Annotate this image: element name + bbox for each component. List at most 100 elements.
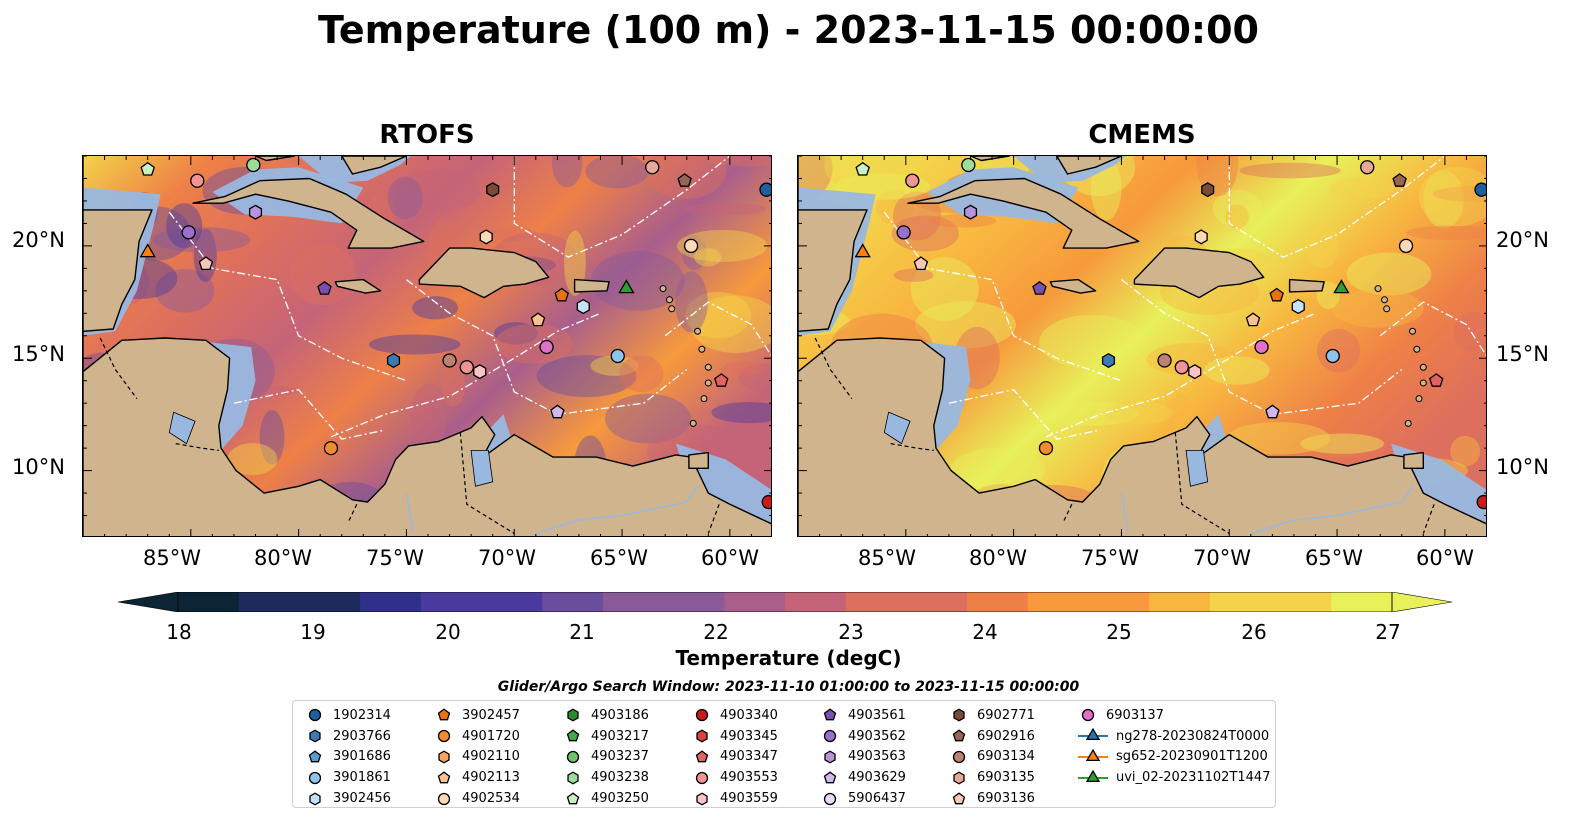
legend-item: 4903553	[692, 767, 778, 788]
legend-label: 4903629	[848, 770, 906, 786]
hexagon-marker-icon	[953, 708, 965, 722]
legend-label: 2903766	[333, 728, 391, 744]
legend-label: 3902456	[333, 791, 391, 807]
argo-float-marker	[486, 182, 500, 198]
legend-item: 4903238	[563, 767, 649, 788]
land-cuba	[192, 177, 425, 249]
legend-item: 4903561	[820, 705, 906, 726]
legend-label: 4901720	[462, 728, 520, 744]
legend-column: 6902771 6902916 6903134 6903135 6903136	[949, 705, 1035, 809]
circle-marker-icon	[952, 750, 966, 764]
legend: 1902314 2903766 3901686 3901861 3902456 39024…	[292, 700, 1276, 808]
colorbar-segment	[178, 592, 240, 612]
legend-item: 4903217	[563, 726, 649, 747]
pentagon-marker-icon	[308, 750, 322, 763]
argo-float-marker	[1245, 312, 1261, 327]
pentagon-marker-icon	[823, 771, 837, 784]
colorbar-tick: 24	[972, 620, 998, 644]
island	[659, 285, 667, 293]
colorbar-segment	[906, 592, 968, 612]
colorbar-tick: 26	[1241, 620, 1267, 644]
argo-float-marker	[645, 160, 660, 175]
hexagon-marker-icon	[696, 792, 708, 806]
eez-boundary	[664, 301, 771, 357]
legend-label: uvi_02-20231102T1447	[1116, 770, 1271, 786]
land-jamaica	[334, 278, 382, 294]
country-border	[347, 504, 358, 523]
legend-item: sg652-20230901T1200	[1078, 747, 1270, 768]
colorbar-tick: 22	[703, 620, 729, 644]
argo-float-marker	[1265, 404, 1280, 419]
argo-float-marker	[610, 348, 625, 364]
colorbar-tick: 23	[838, 620, 864, 644]
legend-item: 4903340	[692, 705, 778, 726]
legend-label: 4902113	[462, 770, 520, 786]
colorbar-tick: 18	[166, 620, 192, 644]
axis-ticks	[83, 156, 771, 536]
pentagon-marker-icon	[952, 791, 966, 804]
argo-float-marker	[1194, 229, 1208, 245]
land-puertoRico	[1288, 278, 1325, 293]
legend-label: 4903561	[848, 707, 906, 723]
legend-item: 3902456	[305, 788, 391, 809]
colorbar-segment	[360, 592, 422, 612]
colorbar-segment	[602, 592, 665, 612]
legend-label: 4903238	[591, 770, 649, 786]
argo-float-marker	[539, 339, 554, 355]
colorbar-segment	[1149, 592, 1211, 612]
argo-float-marker	[1032, 280, 1047, 295]
legend-item: 4903559	[692, 788, 778, 809]
search-window-text: Glider/Argo Search Window: 2023-11-10 01…	[497, 679, 1080, 695]
land-caMain	[798, 337, 1486, 536]
eez-boundary	[1228, 156, 1446, 258]
legend-item: 2903766	[305, 726, 391, 747]
glider-marker	[139, 243, 156, 258]
legend-item: 1902314	[305, 705, 391, 726]
island	[1413, 345, 1421, 353]
hexagon-marker-icon	[824, 750, 836, 764]
legend-item: 6903134	[949, 747, 1035, 768]
river	[1120, 492, 1129, 532]
lon-label-70w-right: 70°W	[1193, 546, 1251, 570]
pentagon-marker-icon	[566, 791, 580, 804]
argo-float-marker	[761, 494, 771, 510]
legend-label: 4903250	[591, 791, 649, 807]
argo-float-marker	[1269, 287, 1284, 302]
circle-marker-icon	[566, 750, 580, 764]
hexagon-marker-icon	[953, 771, 965, 785]
lon-label-80w-left: 80°W	[254, 546, 312, 570]
legend-column: 4903561 4903562 4903563 4903629 5906437	[820, 705, 906, 809]
legend-item: 4902113	[434, 767, 520, 788]
legend-item: 4902534	[434, 788, 520, 809]
circle-marker-icon	[695, 709, 709, 722]
lon-label-85w-right: 85°W	[858, 546, 916, 570]
circle-marker-icon	[695, 771, 709, 784]
colorbar-tick: 25	[1106, 620, 1132, 644]
lake	[168, 411, 196, 445]
country-border	[890, 443, 934, 451]
country-border	[707, 504, 720, 534]
legend-column: 3902457 4901720 4902110 4902113 4902534	[434, 705, 520, 809]
argo-float-marker	[181, 225, 196, 240]
island	[694, 327, 702, 335]
legend-label: 4903563	[848, 749, 906, 765]
land-bahamas1	[341, 156, 408, 175]
circle-marker-icon	[308, 771, 322, 784]
colorbar-segment	[663, 592, 725, 612]
legend-item: 4903347	[692, 747, 778, 768]
argo-float-marker	[473, 364, 487, 380]
colorbar-tick: 19	[300, 620, 326, 644]
legend-label: 3901861	[333, 770, 391, 786]
legend-item: 4901720	[434, 726, 520, 747]
legend-item: 4903237	[563, 747, 649, 768]
cmems-map	[797, 155, 1487, 537]
lon-label-60w-left: 60°W	[701, 546, 759, 570]
argo-float-marker	[896, 225, 911, 240]
argo-float-marker	[554, 287, 569, 302]
lat-label-20n-left: 20°N	[12, 228, 65, 252]
pentagon-marker-icon	[952, 729, 966, 742]
circle-marker-icon	[823, 730, 837, 743]
island	[1419, 363, 1427, 371]
hexagon-marker-icon	[696, 729, 708, 743]
country-border	[175, 443, 219, 451]
